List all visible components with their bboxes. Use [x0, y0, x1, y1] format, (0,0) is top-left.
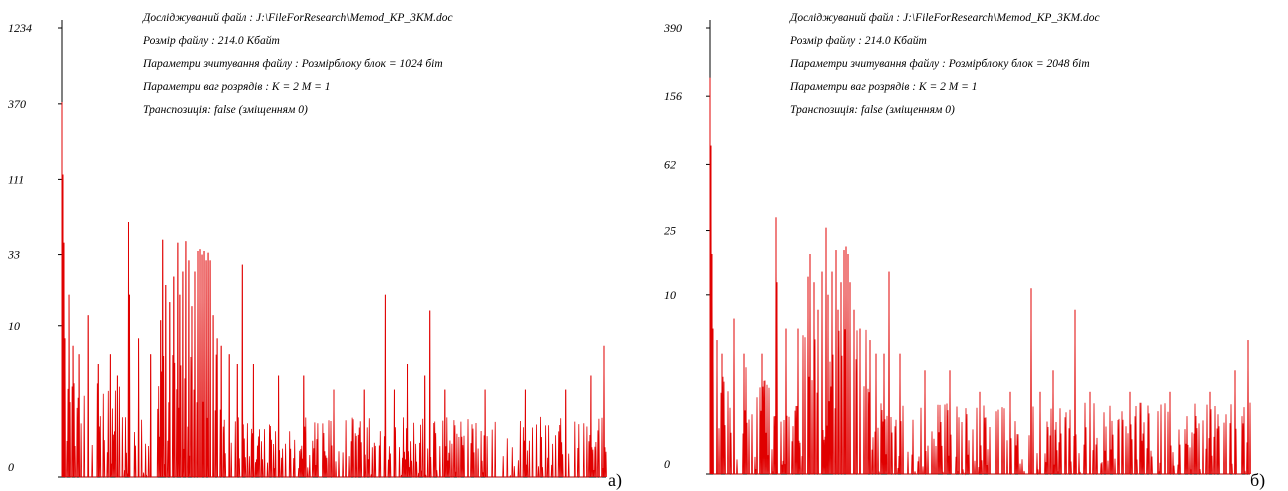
y-tick-label: 10 [8, 319, 20, 333]
y-tick-label: 390 [663, 21, 682, 35]
histogram-panel-b: 0 10 25 62 156 390 Досліджуваний файл : J:\Fi… [644, 0, 1288, 491]
y-tick-label: 1234 [8, 21, 32, 35]
y-tick-label: 25 [664, 224, 676, 238]
y-tick-label: 156 [664, 89, 682, 103]
info-file-size: Розмір файлу : 214.0 Кбайт [790, 35, 927, 47]
panel-label-b: б) [1250, 470, 1266, 490]
y-tick-label: 0 [8, 460, 14, 474]
info-transposition: Транспозиція: false (зміщенням 0) [143, 104, 308, 116]
histogram-chart-b: 0 10 25 62 156 390 [663, 20, 1251, 476]
info-read-params: Параметри зчитування файлу : Розмірблоку… [790, 58, 1090, 70]
info-read-params: Параметри зчитування файлу : Розмірблоку… [143, 58, 443, 70]
info-transposition: Транспозиція: false (зміщенням 0) [790, 104, 955, 116]
info-block-a: Досліджуваний файл : J:\FileForResearch\… [143, 11, 453, 126]
y-tick-label: 0 [664, 457, 670, 471]
y-tick-label: 111 [8, 172, 24, 186]
panel-label-a: а) [608, 470, 622, 490]
info-file-path: Досліджуваний файл : J:\FileForResearch\… [143, 12, 453, 24]
info-file-size: Розмір файлу : 214.0 Кбайт [143, 35, 280, 47]
y-tick-label: 62 [664, 157, 676, 171]
info-weight-params: Параметри ваг розрядів : K = 2 M = 1 [143, 81, 331, 93]
info-file-path: Досліджуваний файл : J:\FileForResearch\… [790, 12, 1100, 24]
histogram-panel-a: 0 10 33 111 370 1234 Досліджуваний файл : J:\… [7, 11, 622, 490]
y-tick-label: 33 [7, 248, 20, 262]
info-weight-params: Параметри ваг розрядів : K = 2 M = 1 [790, 81, 978, 93]
info-block-b: Досліджуваний файл : J:\FileForResearch\… [790, 11, 1100, 126]
y-tick-label: 10 [664, 288, 676, 302]
y-tick-label: 370 [7, 97, 26, 111]
histogram-chart-a: 0 10 33 111 370 1234 [7, 20, 607, 478]
